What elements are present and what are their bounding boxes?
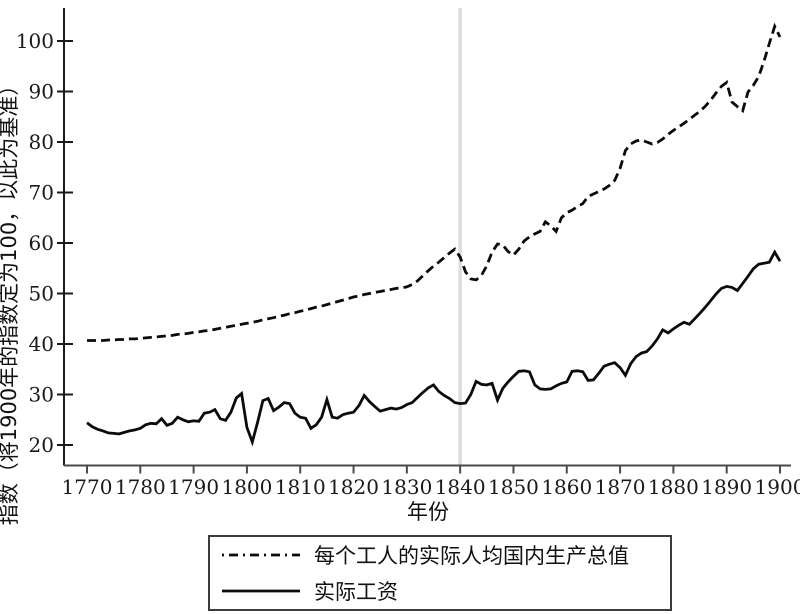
x-tick-label: 1790 (168, 475, 219, 499)
legend-box: 每个工人的实际人均国内生产总值 实际工资 (208, 535, 672, 611)
x-axis-title: 年份 (407, 500, 449, 524)
x-tick-label: 1850 (488, 475, 539, 499)
x-tick-label: 1830 (381, 475, 432, 499)
x-tick-label: 1890 (701, 475, 752, 499)
x-tick-label: 1840 (435, 475, 486, 499)
solid-line-sample (222, 589, 300, 593)
dashed-line-sample (222, 553, 300, 557)
x-tick-label: 1900 (755, 475, 800, 499)
x-tick-label: 1770 (62, 475, 113, 499)
legend-item-label: 实际工资 (314, 580, 398, 604)
series-group (86, 22, 782, 447)
x-tick-label: 1810 (275, 475, 326, 499)
x-tick-label: 1870 (595, 475, 646, 499)
y-tick-label: 20 (29, 433, 54, 457)
y-tick-label: 60 (29, 231, 54, 255)
x-tick-label: 1860 (541, 475, 592, 499)
y-tick-label: 90 (29, 80, 54, 104)
legend-item-gdp: 每个工人的实际人均国内生产总值 (220, 538, 670, 572)
x-tick-label: 1820 (328, 475, 379, 499)
legend-item-label: 每个工人的实际人均国内生产总值 (314, 544, 629, 568)
y-tick-label: 80 (29, 130, 54, 154)
y-tick-label: 50 (29, 282, 54, 306)
axes-group (63, 8, 791, 467)
y-tick-label: 70 (29, 181, 54, 205)
x-tick-label: 1780 (115, 475, 166, 499)
x-tick-label: 1800 (221, 475, 272, 499)
y-tick-label: 30 (29, 383, 54, 407)
series-line-dashed (87, 22, 782, 342)
legend-item-wages: 实际工资 (220, 574, 670, 608)
y-axis-title: 指数（将1900年的指数定为100，以此为基准） (0, 75, 21, 526)
y-tick-label: 40 (29, 332, 54, 356)
x-tick-label: 1880 (648, 475, 699, 499)
y-tick-label: 100 (16, 29, 54, 53)
series-line-solid (86, 249, 782, 447)
